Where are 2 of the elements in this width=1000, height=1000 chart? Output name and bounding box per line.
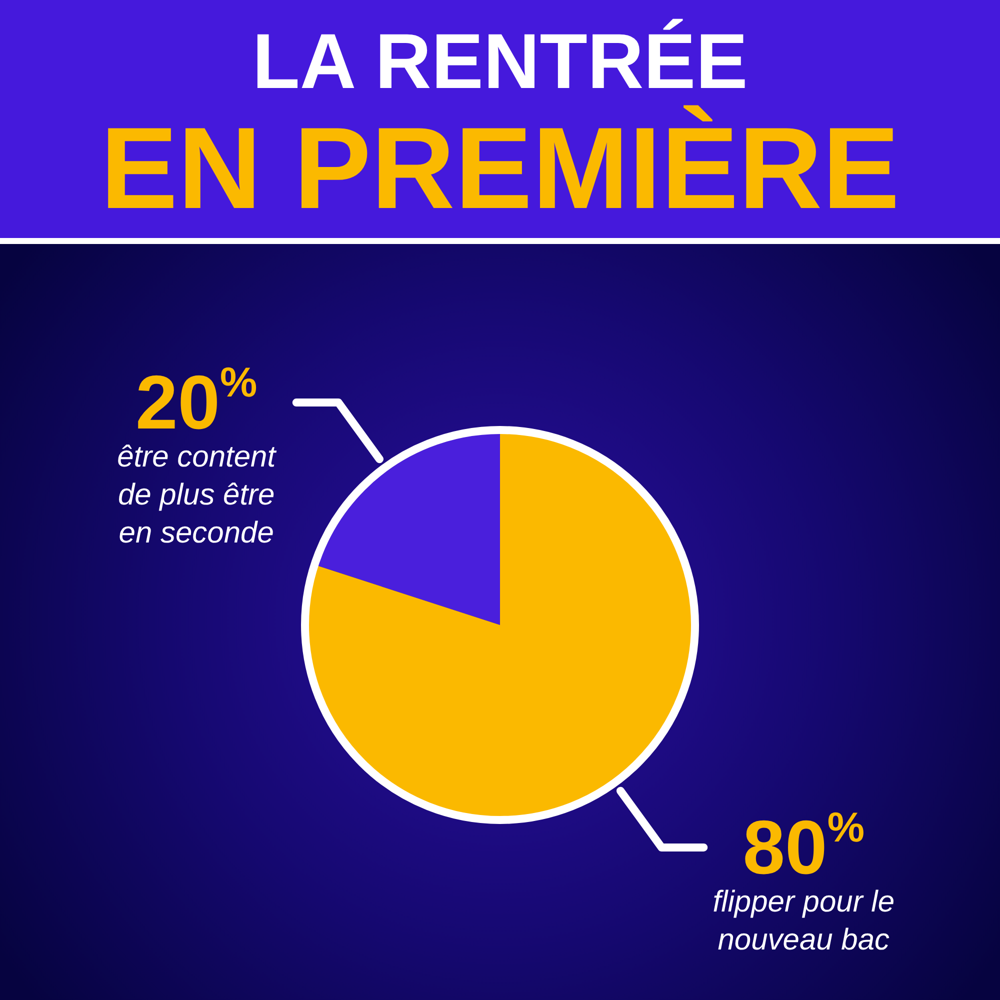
chart-subtitle: EN PREMIÈRE — [100, 103, 900, 233]
chart-title: LA RENTRÉE — [252, 17, 748, 105]
